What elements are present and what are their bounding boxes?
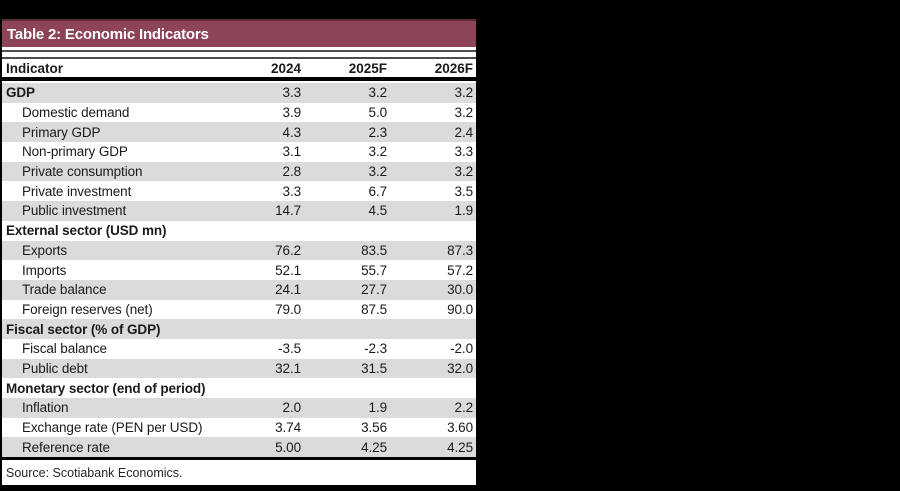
- row-value-2024: 14.7: [275, 203, 301, 219]
- row-label: Non-primary GDP: [22, 144, 128, 160]
- row-value-2026f: 87.3: [447, 242, 473, 258]
- header-rule: [2, 77, 476, 81]
- table-row: Private investment 3.3 6.7 3.5: [2, 181, 476, 201]
- row-label: Imports: [22, 262, 67, 278]
- double-rule: [2, 50, 476, 59]
- row-value-2025f: 1.9: [368, 400, 388, 416]
- row-value-2025f: 83.5: [361, 242, 387, 258]
- column-header-2024: 2024: [270, 60, 301, 76]
- table-row: Private consumption 2.8 3.2 3.2: [2, 161, 476, 182]
- row-label: External sector (USD mn): [6, 223, 167, 239]
- row-value-2024: 3.1: [282, 144, 302, 160]
- row-value-2026f: 3.2: [454, 164, 474, 180]
- row-value-2025f: 4.25: [361, 439, 387, 455]
- row-value-2025f: 55.7: [361, 262, 387, 278]
- table-row: Trade balance 24.1 27.7 30.0: [2, 279, 476, 300]
- row-value-2025f: 3.2: [368, 85, 388, 101]
- table-body: GDP 3.3 3.2 3.2 Domestic demand 3.9 5.0 3.2 Prim…: [2, 81, 476, 458]
- row-value-2025f: 4.5: [368, 203, 388, 219]
- row-value-2024: 3.9: [282, 105, 302, 121]
- row-value-2024: 4.3: [282, 124, 302, 140]
- source-note: Source: Scotiabank Economics.: [6, 465, 183, 480]
- source-row: Source: Scotiabank Economics.: [2, 457, 476, 486]
- row-value-2025f: 3.2: [368, 164, 388, 180]
- table-row: Imports 52.1 55.7 57.2: [2, 260, 476, 280]
- row-value-2026f: 3.2: [454, 105, 474, 121]
- row-label: Primary GDP: [22, 124, 101, 140]
- row-label: Domestic demand: [22, 105, 130, 121]
- row-value-2025f: 3.2: [368, 144, 388, 160]
- row-value-2025f: 5.0: [368, 105, 388, 121]
- row-value-2024: 76.2: [275, 242, 301, 258]
- table-header-row: Indicator 2024 2025F 2026F: [2, 59, 476, 77]
- row-value-2025f: -2.3: [364, 341, 387, 357]
- table-title-bar: Table 2: Economic Indicators: [2, 19, 476, 47]
- row-value-2024: 24.1: [275, 282, 301, 298]
- row-label: Monetary sector (end of period): [6, 380, 206, 396]
- row-value-2026f: 32.0: [447, 360, 473, 376]
- table-row: Fiscal sector (% of GDP): [2, 319, 476, 339]
- table-row: Exports 76.2 83.5 87.3: [2, 240, 476, 261]
- row-value-2025f: 3.56: [361, 420, 387, 436]
- row-label: Public debt: [22, 360, 88, 376]
- row-value-2026f: 90.0: [447, 301, 473, 317]
- table-title: Table 2: Economic Indicators: [7, 25, 209, 43]
- table-row: Foreign reserves (net) 79.0 87.5 90.0: [2, 300, 476, 320]
- row-value-2024: 2.0: [282, 400, 302, 416]
- row-value-2024: 32.1: [275, 360, 301, 376]
- row-value-2026f: 2.4: [454, 124, 474, 140]
- row-label: Reference rate: [22, 439, 110, 455]
- row-label: Foreign reserves (net): [22, 301, 153, 317]
- table-row: Public debt 32.1 31.5 32.0: [2, 358, 476, 379]
- row-value-2025f: 27.7: [361, 282, 387, 298]
- row-value-2024: 2.8: [282, 164, 302, 180]
- row-label: Inflation: [22, 400, 69, 416]
- table-row: Exchange rate (PEN per USD) 3.74 3.56 3.60: [2, 418, 476, 438]
- row-label: Exports: [22, 242, 68, 258]
- row-label: Fiscal sector (% of GDP): [6, 321, 161, 337]
- table-row: External sector (USD mn): [2, 221, 476, 241]
- row-value-2024: 3.3: [282, 183, 302, 199]
- row-value-2024: 5.00: [275, 439, 301, 455]
- table-row: Reference rate 5.00 4.25 4.25: [2, 437, 476, 458]
- economic-indicators-table: Table 2: Economic Indicators Indicator 2…: [0, 19, 478, 486]
- row-value-2026f: 4.25: [447, 439, 473, 455]
- table-row: GDP 3.3 3.2 3.2: [2, 83, 476, 103]
- row-value-2026f: 57.2: [447, 262, 473, 278]
- row-value-2024: -3.5: [278, 341, 301, 357]
- row-value-2024: 3.74: [275, 420, 301, 436]
- table-row: Primary GDP 4.3 2.3 2.4: [2, 122, 476, 143]
- table-row: Inflation 2.0 1.9 2.2: [2, 398, 476, 418]
- table-row: Monetary sector (end of period): [2, 378, 476, 398]
- row-value-2024: 52.1: [275, 262, 301, 278]
- row-value-2024: 79.0: [275, 301, 301, 317]
- row-value-2025f: 6.7: [368, 183, 388, 199]
- table-row: Fiscal balance -3.5 -2.3 -2.0: [2, 339, 476, 359]
- table-row: Public investment 14.7 4.5 1.9: [2, 201, 476, 221]
- table-row: Non-primary GDP 3.1 3.2 3.3: [2, 142, 476, 162]
- row-label: Exchange rate (PEN per USD): [22, 420, 203, 436]
- row-value-2026f: 3.2: [454, 85, 474, 101]
- row-label: Public investment: [22, 203, 127, 219]
- row-value-2026f: 30.0: [447, 282, 473, 298]
- table-row: Domestic demand 3.9 5.0 3.2: [2, 103, 476, 123]
- row-value-2026f: 2.2: [454, 400, 474, 416]
- column-header-indicator: Indicator: [6, 60, 64, 76]
- row-label: Private investment: [22, 183, 132, 199]
- column-header-2025f: 2025F: [348, 60, 387, 76]
- row-value-2026f: 3.60: [447, 420, 473, 436]
- row-value-2026f: 3.5: [454, 183, 474, 199]
- row-label: Trade balance: [22, 282, 107, 298]
- column-header-2026f: 2026F: [434, 60, 473, 76]
- row-value-2026f: -2.0: [450, 341, 473, 357]
- row-value-2024: 3.3: [282, 85, 302, 101]
- row-label: Fiscal balance: [22, 341, 107, 357]
- row-value-2026f: 1.9: [454, 203, 474, 219]
- row-value-2026f: 3.3: [454, 144, 474, 160]
- row-label: Private consumption: [22, 164, 143, 180]
- row-label: GDP: [6, 85, 35, 101]
- row-value-2025f: 2.3: [368, 124, 388, 140]
- row-value-2025f: 31.5: [361, 360, 387, 376]
- row-value-2025f: 87.5: [361, 301, 387, 317]
